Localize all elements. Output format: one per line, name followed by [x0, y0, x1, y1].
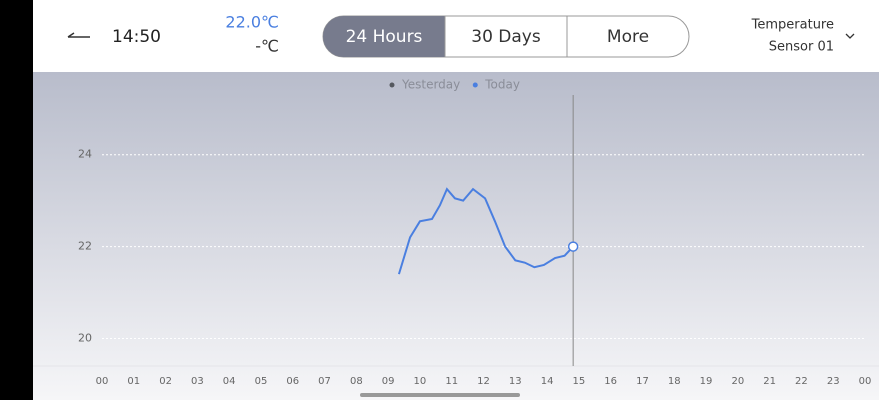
sensor-type: Temperature [751, 18, 834, 33]
x-tick-label: 14 [541, 376, 554, 387]
x-tick-label: 03 [191, 376, 204, 387]
tab-selected-bg [323, 16, 445, 57]
side-bar [0, 0, 33, 400]
x-tick-label: 17 [636, 376, 649, 387]
x-tick-label: 13 [509, 376, 522, 387]
x-tick-label: 21 [763, 376, 776, 387]
secondary-value: -℃ [255, 37, 279, 56]
legend-marker [472, 82, 478, 88]
x-tick-label: 07 [318, 376, 331, 387]
x-tick-label: 05 [255, 376, 268, 387]
x-tick-label: 09 [382, 376, 395, 387]
tab[interactable]: 30 Days [471, 27, 541, 47]
current-value: 22.0℃ [225, 13, 279, 32]
tab[interactable]: 24 Hours [346, 27, 423, 47]
x-tick-label: 01 [127, 376, 140, 387]
current-point [567, 241, 579, 252]
sensor-dropdown[interactable] [845, 33, 855, 39]
x-tick-label: 12 [477, 376, 490, 387]
y-tick-label: 24 [78, 148, 92, 161]
y-tick-label: 20 [78, 331, 92, 344]
x-tick-label: 22 [795, 376, 808, 387]
x-tick-label: 00 [96, 376, 109, 387]
x-tick-label: 10 [414, 376, 427, 387]
back-button[interactable] [67, 32, 90, 38]
chart-background [33, 72, 879, 400]
time: 14:50 [112, 27, 161, 47]
x-tick-label: 19 [700, 376, 713, 387]
x-tick-label: 06 [286, 376, 299, 387]
x-tick-label: 00 [859, 376, 872, 387]
legend-marker [389, 82, 395, 88]
x-tick-label: 15 [573, 376, 586, 387]
home-indicator [360, 393, 520, 397]
legend-label: Today [484, 78, 520, 92]
legend-label: Yesterday [401, 78, 460, 92]
x-tick-label: 16 [604, 376, 617, 387]
x-tick-label: 18 [668, 376, 681, 387]
x-tick-label: 02 [159, 376, 172, 387]
x-tick-label: 08 [350, 376, 363, 387]
x-tick-label: 20 [731, 376, 744, 387]
x-tick-label: 04 [223, 376, 236, 387]
series-line [397, 187, 574, 275]
x-tick-label: 11 [445, 376, 458, 387]
sensor-name: Sensor 01 [769, 40, 834, 55]
tab[interactable]: More [607, 27, 649, 47]
tab-group: 24 Hours 30 Days More [322, 15, 690, 58]
x-tick-label: 23 [827, 376, 840, 387]
y-tick-label: 22 [78, 240, 92, 253]
